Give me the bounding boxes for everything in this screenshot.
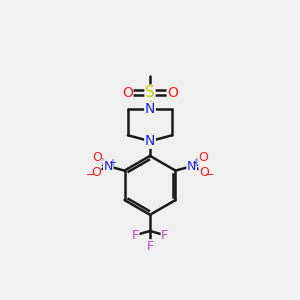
Text: O: O	[167, 85, 178, 100]
Text: F: F	[132, 229, 139, 242]
Text: −: −	[85, 170, 95, 180]
Text: N: N	[187, 160, 196, 173]
Text: N: N	[145, 134, 155, 148]
Text: N: N	[145, 102, 155, 116]
Text: +: +	[108, 158, 116, 168]
Text: −: −	[205, 170, 214, 180]
Text: O: O	[198, 152, 208, 164]
Text: S: S	[145, 85, 155, 100]
Text: F: F	[146, 240, 154, 253]
Text: F: F	[161, 229, 168, 242]
Text: +: +	[191, 158, 200, 168]
Text: O: O	[92, 152, 102, 164]
Text: O: O	[122, 85, 133, 100]
Text: O: O	[199, 166, 209, 178]
Text: O: O	[91, 166, 101, 178]
Text: N: N	[103, 160, 113, 173]
